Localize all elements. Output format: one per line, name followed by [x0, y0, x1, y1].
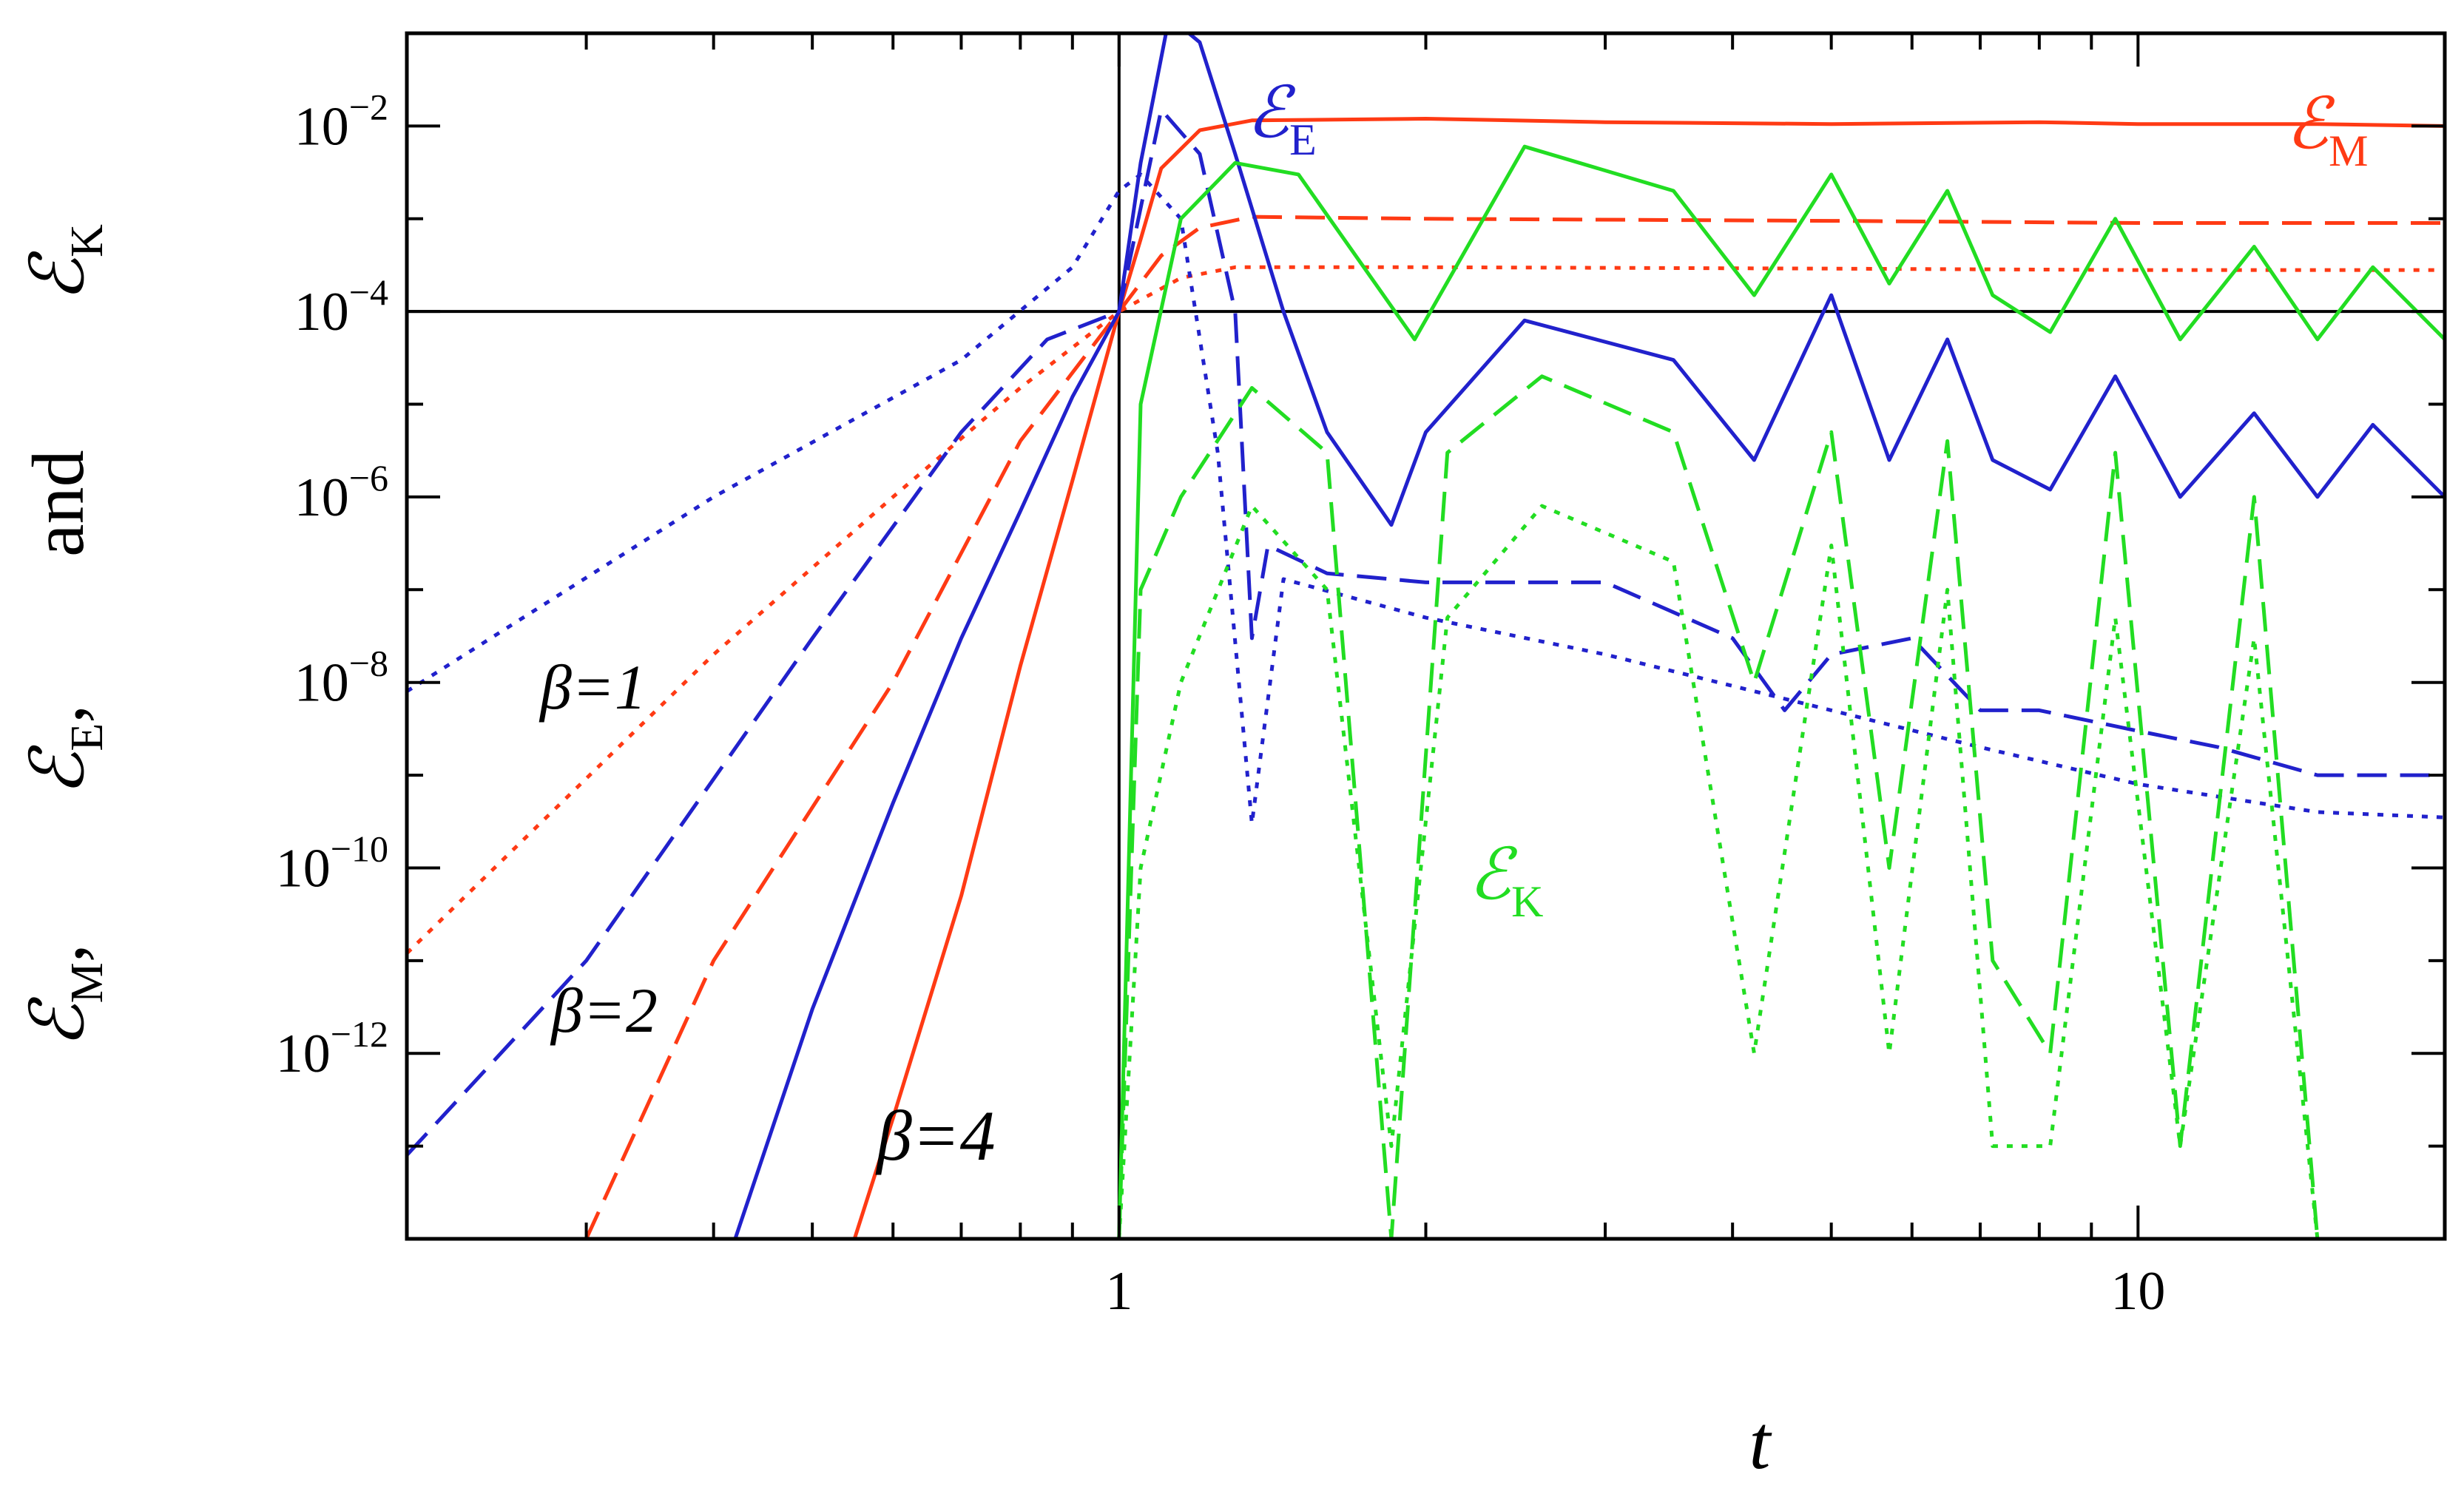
label-energy-electric: ℰE — [1246, 73, 1317, 164]
y-tick-label: 10−6 — [294, 457, 388, 528]
series-kinetic-beta1-line — [1117, 504, 2445, 1239]
annotations: ℰE ℰM ℰK β=1 β=2 β=4 — [539, 73, 2368, 1175]
label-beta-2: β=2 — [550, 975, 658, 1046]
axis-ticks — [405, 32, 2446, 1240]
y-tick-label: 10−4 — [294, 271, 388, 342]
series-curves — [407, 33, 2445, 1239]
series-magnetic-beta1-line — [407, 265, 2445, 955]
tick-labels: 1 10 10−12 10−10 10−8 10−6 10−4 10−2 — [276, 86, 2166, 1322]
label-energy-magnetic: ℰM — [2286, 84, 2368, 175]
series-kinetic-beta2-line — [1117, 374, 2445, 1239]
series-magnetic-beta4-line — [852, 117, 2445, 1239]
x-tick-label: 1 — [1105, 1261, 1133, 1322]
series-magnetic-beta2-line — [584, 214, 2445, 1239]
plot-frame — [405, 31, 2447, 1241]
series-electric-beta1-line — [407, 172, 2445, 826]
label-energy-kinetic: ℰK — [1468, 835, 1543, 926]
x-axis-label: t — [1749, 1400, 1772, 1485]
y-axis-label: ℰM, ℰE, and ℰK — [17, 224, 112, 1048]
series-electric-beta4-line — [733, 33, 2445, 1239]
x-tick-label: 10 — [2110, 1261, 2165, 1322]
series-electric-beta2-line — [407, 107, 2445, 1157]
y-tick-label: 10−10 — [276, 828, 388, 899]
series-kinetic-beta4-line — [1117, 144, 2445, 1239]
y-tick-label: 10−2 — [294, 86, 388, 157]
label-beta-1: β=1 — [539, 652, 647, 723]
axis-titles: t ℰM, ℰE, and ℰK — [17, 224, 1772, 1485]
y-tick-label: 10−12 — [276, 1013, 388, 1084]
label-beta-4: β=4 — [875, 1096, 996, 1175]
reference-lines — [407, 33, 2445, 1239]
y-tick-label: 10−8 — [294, 643, 388, 714]
